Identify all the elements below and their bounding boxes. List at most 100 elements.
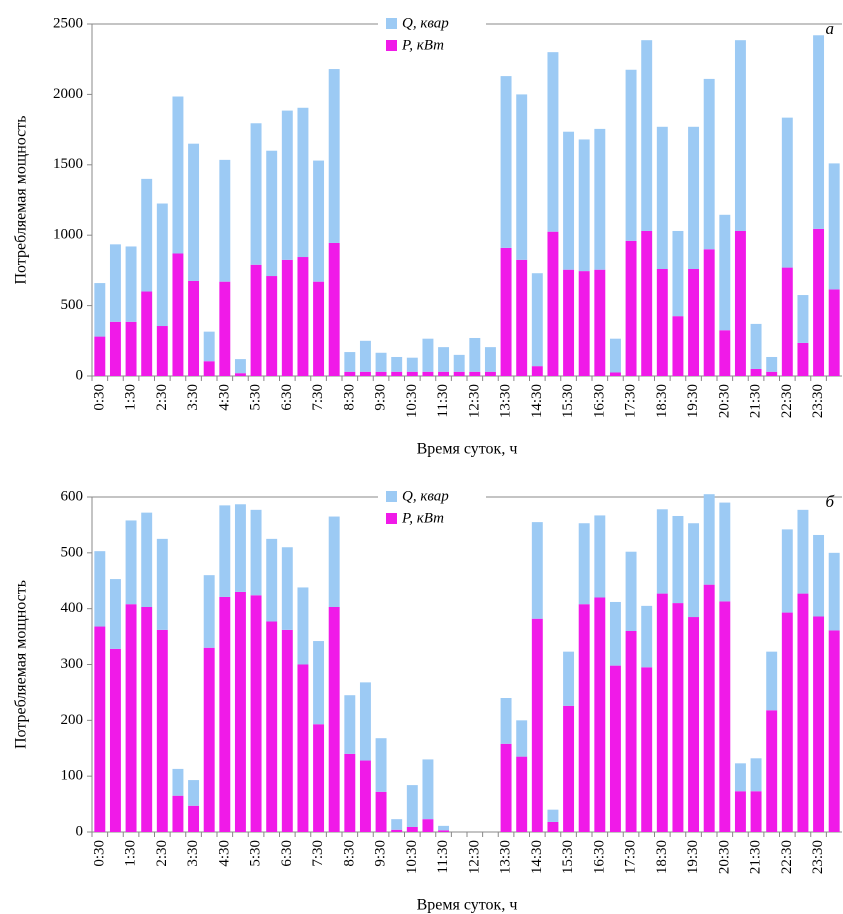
bar-segment [266, 276, 278, 376]
bar-segment [531, 366, 543, 376]
x-tick-label: 1:30 [123, 840, 139, 867]
bar-segment [781, 612, 793, 832]
bar-segment [125, 520, 137, 605]
bar-segment [625, 240, 637, 376]
legend-label: Q, квар [402, 488, 449, 504]
bar-segment [813, 35, 825, 229]
bar-segment [656, 593, 668, 832]
legend: Q, квар P, кВт [378, 485, 486, 531]
y-tick-label: 100 [61, 768, 84, 784]
x-tick-label: 15:30 [560, 384, 576, 418]
bar-segment [203, 647, 215, 832]
x-tick-label: 6:30 [279, 384, 295, 411]
bar-segment [563, 705, 575, 832]
bar-segment [766, 371, 778, 376]
bar-segment [94, 626, 106, 832]
bar-segment [391, 829, 403, 832]
bar-segment [641, 667, 653, 832]
x-tick-label: 12:30 [466, 840, 482, 874]
x-tick-label: 16:30 [591, 840, 607, 874]
x-tick-label: 15:30 [560, 840, 576, 874]
bar-segment [516, 94, 528, 260]
bar-segment [531, 273, 543, 367]
bar-segment [625, 631, 637, 832]
chart: 0 100 200 300 400 500 600 0:30 1:30 2:30 3:30 4:30 5… [13, 485, 842, 914]
bar-segment [141, 178, 153, 292]
legend-swatch [386, 18, 397, 29]
bar-segment [750, 368, 762, 376]
bar-segment [766, 651, 778, 711]
bar-segment [188, 143, 200, 281]
bar-segment [313, 724, 325, 832]
bar-segment [750, 323, 762, 369]
bar-segment [109, 648, 121, 832]
bar-segment [500, 76, 512, 248]
bar-segment [125, 246, 137, 322]
x-tick-label: 22:30 [779, 840, 795, 874]
bar-segment [703, 249, 715, 376]
bar-segment [641, 230, 653, 376]
x-tick-label: 3:30 [185, 384, 201, 411]
legend-swatch [386, 40, 397, 51]
bar-segment [828, 163, 840, 290]
x-tick-label: 11:30 [435, 384, 451, 418]
bar-segment [563, 131, 575, 270]
bar-segment [531, 618, 543, 832]
bar-segment [172, 768, 184, 796]
bar-segment [406, 357, 418, 372]
bar-segment [766, 710, 778, 832]
x-tick-label: 8:30 [341, 840, 357, 867]
bar-segment [672, 515, 684, 604]
bar-segment [359, 760, 371, 832]
legend-label: Q, квар [402, 15, 449, 31]
bar-segment [813, 534, 825, 617]
bar-segment [328, 516, 340, 607]
bar-segment [703, 494, 715, 585]
bar-segment [563, 269, 575, 376]
bar-segment [453, 354, 465, 372]
x-tick-label: 7:30 [310, 384, 326, 411]
bar-segment [672, 316, 684, 376]
y-tick-label: 300 [61, 656, 84, 672]
bar-segment [656, 126, 668, 269]
bar-segment [703, 584, 715, 832]
bar-segment [609, 372, 621, 376]
x-tick-label: 16:30 [591, 384, 607, 418]
bar-segment [203, 361, 215, 376]
bar-segment [203, 575, 215, 648]
bar-segment [328, 69, 340, 243]
bar-segment [828, 289, 840, 376]
x-tick-label: 21:30 [748, 384, 764, 418]
bar-segment [734, 230, 746, 376]
y-tick-label: 2000 [53, 86, 83, 102]
bar-segment [719, 502, 731, 602]
y-tick-label: 600 [61, 488, 84, 504]
bar-segment [781, 267, 793, 376]
bar-segment [219, 596, 231, 832]
bar-segment [406, 785, 418, 827]
x-tick-label: 20:30 [716, 384, 732, 418]
bar-segment [156, 629, 168, 832]
bar-segment [234, 504, 246, 592]
bar-segment [172, 253, 184, 376]
bar-segment [781, 117, 793, 268]
bar-segment [375, 791, 387, 832]
bar-segment [422, 371, 434, 376]
bar-segment [281, 629, 293, 832]
x-tick-label: 10:30 [404, 384, 420, 418]
bar-segment [406, 826, 418, 832]
x-tick-label: 8:30 [341, 384, 357, 411]
bar-segment [500, 743, 512, 832]
bar-segment [359, 682, 371, 761]
x-tick-label: 6:30 [279, 840, 295, 867]
bar-segment [94, 283, 106, 337]
x-tick-label: 14:30 [529, 384, 545, 418]
bar-segment [313, 160, 325, 282]
bar-segment [438, 347, 450, 372]
bar-segment [547, 231, 559, 376]
bar-segment [438, 830, 450, 832]
legend-swatch [386, 513, 397, 524]
bar-segment [797, 295, 809, 343]
legend-swatch [386, 491, 397, 502]
